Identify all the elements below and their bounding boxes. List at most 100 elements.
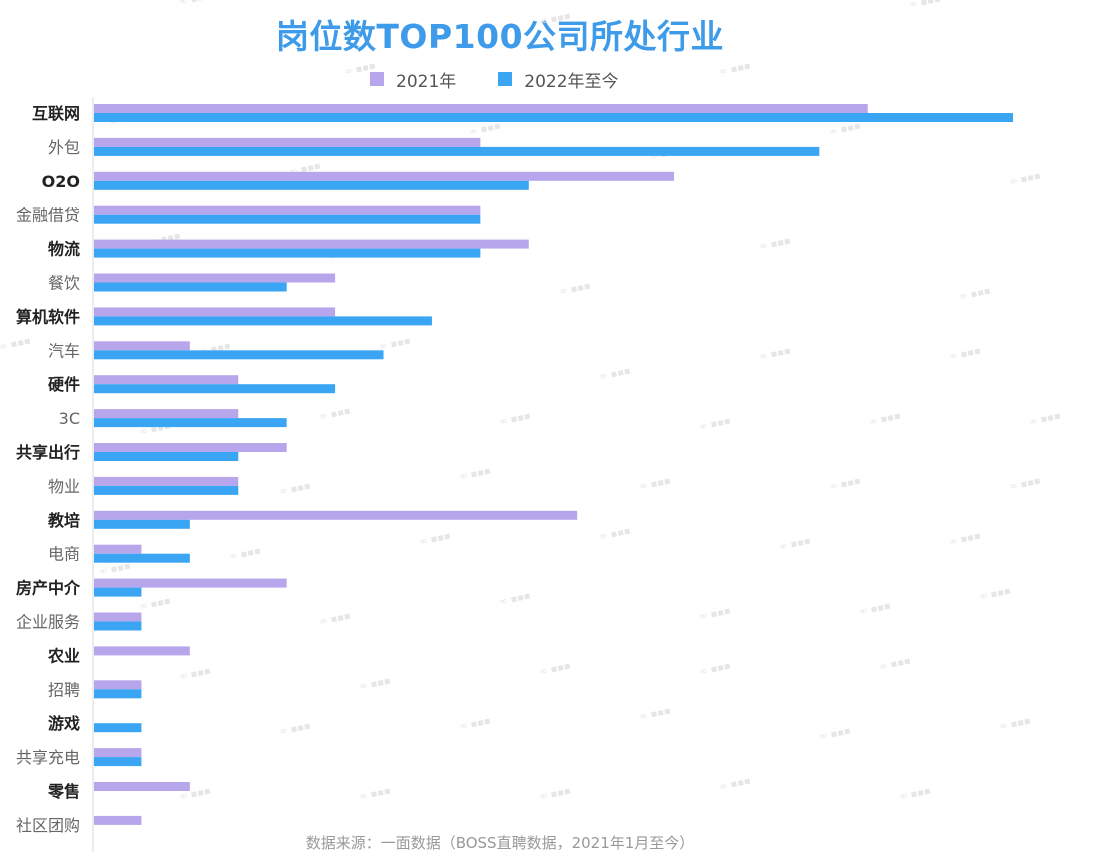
watermark-mark: ∞ ▪▪▪	[758, 236, 791, 253]
bar-2022	[94, 384, 336, 394]
bar-2021	[94, 273, 336, 283]
bar-2021	[94, 239, 529, 249]
bar-2021	[94, 646, 190, 656]
watermark-mark: ∞ ▪▪▪	[878, 656, 911, 673]
watermark-mark: ∞ ▪▪▪	[278, 721, 311, 738]
category-label: 招聘	[48, 680, 80, 699]
watermark-mark: ∞ ▪▪▪	[558, 281, 591, 298]
bar-2021	[94, 544, 142, 554]
bar-2022	[94, 689, 142, 699]
watermark-mark: ∞ ▪▪▪	[318, 611, 351, 628]
watermark-mark: ∞ ▪▪▪	[1008, 171, 1041, 188]
bar-2021	[94, 510, 578, 520]
bar-2021	[94, 137, 481, 147]
bar-2021	[94, 104, 868, 113]
bar-2021	[94, 680, 142, 690]
bar-2022	[94, 146, 820, 156]
watermark-mark: ∞ ▪▪▪	[718, 776, 751, 793]
bar-2022	[94, 282, 287, 292]
category-label: 物业	[48, 477, 80, 496]
watermark-mark: ∞ ▪▪▪	[358, 786, 391, 803]
watermark-mark: ∞ ▪▪▪	[1028, 411, 1061, 428]
bar-2022	[94, 485, 239, 495]
bar-2022	[94, 418, 287, 428]
legend-item-2021: 2021年	[370, 67, 456, 92]
watermark-mark: ∞ ▪▪▪	[698, 416, 731, 433]
bar-2021	[94, 578, 287, 588]
legend-swatch-2021	[370, 72, 384, 86]
bar-2022	[94, 214, 481, 224]
watermark-mark: ∞ ▪▪▪	[98, 561, 131, 578]
watermark-mark: ∞ ▪▪▪	[998, 716, 1031, 733]
category-label: 游戏	[48, 714, 80, 733]
watermark-mark: ∞ ▪▪▪	[343, 61, 376, 78]
watermark-mark: ∞ ▪▪▪	[418, 531, 451, 548]
category-label: 农业	[47, 646, 80, 665]
watermark-mark: ∞ ▪▪▪	[538, 661, 571, 678]
watermark-mark: ∞ ▪▪▪	[178, 666, 211, 683]
watermark-mark: ∞ ▪▪▪	[358, 676, 391, 693]
category-label: 金融借贷	[16, 206, 80, 225]
legend-swatch-2022	[498, 72, 513, 86]
watermark-mark: ∞ ▪▪▪	[638, 476, 671, 493]
watermark-mark: ∞ ▪▪▪	[828, 476, 861, 493]
legend-label-2022: 2022年至今	[524, 71, 619, 92]
category-label: 硬件	[48, 375, 80, 394]
watermark-mark: ∞ ▪▪▪	[718, 61, 751, 78]
watermark-mark: ∞ ▪▪▪	[458, 466, 491, 483]
bar-2022	[94, 248, 481, 258]
bar-2021	[94, 748, 142, 758]
category-label: 算机软件	[16, 307, 80, 326]
bar-2021	[94, 815, 142, 825]
watermark-mark: ∞ ▪▪▪	[598, 526, 631, 543]
watermark-mark: ∞ ▪▪▪	[0, 336, 32, 353]
legend: 2021年 2022年至今	[370, 67, 661, 92]
category-label: 社区团购	[16, 816, 80, 835]
bar-2021	[94, 612, 142, 622]
bar-2022	[94, 621, 142, 631]
bar-2021	[94, 375, 239, 385]
bar-2021	[94, 409, 239, 419]
category-label: 3C	[59, 409, 80, 428]
bar-2022	[94, 350, 384, 360]
watermark-mark: ∞ ▪▪▪	[958, 286, 991, 303]
bar-2022	[94, 587, 142, 597]
watermark-mark: ∞ ▪▪▪	[278, 481, 311, 498]
watermark-mark: ∞ ▪▪▪	[638, 706, 671, 723]
category-label: 电商	[48, 545, 80, 564]
watermark-mark: ∞ ▪▪▪	[868, 411, 901, 428]
bar-2022	[94, 452, 239, 461]
bar-2021	[94, 341, 190, 351]
watermark-mark: ∞ ▪▪▪	[758, 346, 791, 363]
watermark-mark: ∞ ▪▪▪	[598, 366, 631, 383]
bar-2021	[94, 205, 481, 215]
category-label: 共享出行	[16, 443, 80, 462]
watermark-mark: ∞ ▪▪▪	[468, 121, 501, 138]
watermark-mark: ∞ ▪▪▪	[538, 11, 571, 28]
category-label: 企业服务	[16, 613, 80, 632]
category-label: 零售	[47, 782, 80, 801]
watermark-mark: ∞ ▪▪▪	[498, 411, 531, 428]
bar-2022	[94, 316, 432, 326]
category-label: 教培	[48, 511, 80, 530]
watermark-mark: ∞ ▪▪▪	[228, 546, 261, 563]
bar-2021	[94, 171, 675, 181]
watermark-mark: ∞ ▪▪▪	[858, 601, 891, 618]
legend-item-2022: 2022年至今	[498, 67, 619, 92]
bar-2021	[94, 443, 287, 452]
bar-2022	[94, 757, 142, 767]
category-label: O2O	[42, 172, 80, 191]
category-label: 房产中介	[16, 579, 81, 598]
bar-2021	[94, 782, 190, 791]
category-label: 汽车	[48, 341, 80, 360]
watermark-mark: ∞ ▪▪▪	[778, 536, 811, 553]
watermark-mark: ∞ ▪▪▪	[978, 586, 1011, 603]
watermark-mark: ∞ ▪▪▪	[898, 786, 931, 803]
watermark-mark: ∞ ▪▪▪	[318, 406, 351, 423]
category-label: 互联网	[32, 104, 80, 123]
chart-title: 岗位数TOP100公司所处行业	[275, 17, 725, 56]
watermark-mark: ∞ ▪▪▪	[828, 121, 861, 138]
bar-2022	[94, 519, 190, 529]
watermark-mark: ∞ ▪▪▪	[1008, 476, 1041, 493]
